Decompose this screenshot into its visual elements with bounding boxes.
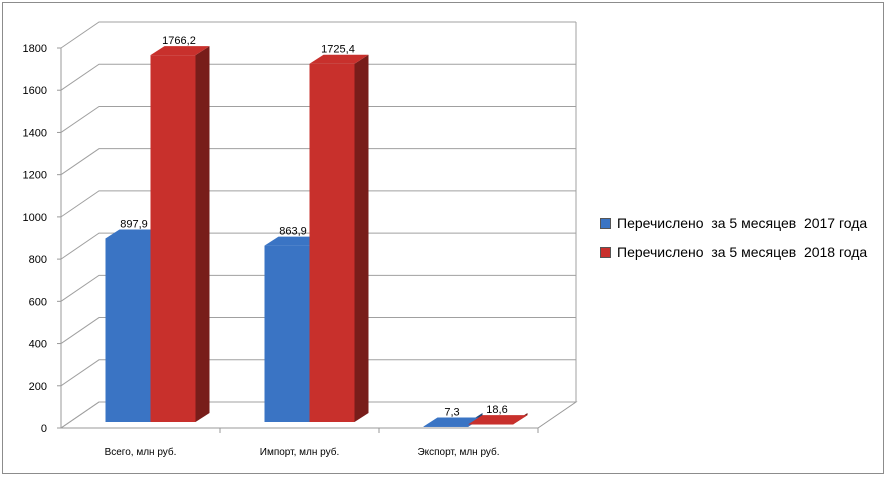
legend-swatch-red: [600, 246, 611, 258]
legend-item-2018: Перечислено за 5 месяцев 2018 года: [600, 244, 867, 260]
gridline: [60, 148, 576, 176]
chart-frame: 0 200 400 600 800 1000 1200 1400 1600 1800 Всего, …: [2, 2, 884, 474]
bar-side: [354, 54, 369, 422]
gridline: [60, 359, 576, 387]
y-tick-label: 1800: [23, 43, 47, 55]
gridline: [60, 105, 576, 133]
gridline: [60, 317, 576, 344]
gridline: [60, 232, 576, 260]
gridline: [60, 63, 576, 91]
y-tick-label: 200: [29, 381, 47, 393]
bar-top: [309, 54, 369, 64]
bar: [468, 424, 514, 425]
legend-swatch-blue: [600, 217, 611, 229]
data-label: 1766,2: [162, 35, 196, 47]
bar: [150, 55, 196, 422]
legend-item-2017: Перечислено за 5 месяцев 2017 года: [600, 215, 867, 231]
y-tick-label: 800: [29, 254, 47, 266]
bar-side: [195, 46, 210, 422]
data-label: 18,6: [486, 404, 507, 416]
x-tick-label: Всего, млн руб.: [105, 446, 177, 458]
bar-top: [423, 417, 483, 427]
legend-label: Перечислено за 5 месяцев 2018 года: [617, 244, 868, 260]
gridline: [60, 21, 576, 49]
bar: [264, 245, 310, 422]
bar-top: [468, 415, 528, 425]
bar-top: [150, 46, 210, 56]
gridline: [60, 274, 576, 302]
legend-label: Перечислено за 5 месяцев 2017 года: [617, 215, 868, 231]
gridline: [60, 401, 576, 429]
x-tick-label: Экспорт, млн руб.: [417, 446, 499, 458]
y-tick-label: 1600: [23, 85, 47, 97]
y-tick-label: 1400: [23, 127, 47, 139]
bar: [105, 238, 151, 422]
bar-top: [105, 229, 165, 239]
data-label: 7,3: [444, 406, 459, 418]
y-tick-label: 400: [29, 339, 47, 351]
data-label: 897,9: [120, 218, 148, 230]
x-tick-label: Импорт, млн руб.: [260, 446, 340, 458]
bar: [309, 63, 355, 422]
bar-top: [264, 236, 324, 246]
y-tick-label: 600: [29, 296, 47, 308]
gridline: [60, 190, 576, 218]
y-tick-label: 0: [41, 423, 47, 435]
data-label: 863,9: [279, 226, 307, 238]
data-label: 1725,4: [321, 44, 355, 56]
bar: [423, 426, 469, 427]
bar-chart-3d: 0 200 400 600 800 1000 1200 1400 1600 1800 Всего, …: [23, 21, 578, 458]
y-tick-label: 1200: [23, 170, 47, 182]
y-tick-label: 1000: [23, 212, 47, 224]
